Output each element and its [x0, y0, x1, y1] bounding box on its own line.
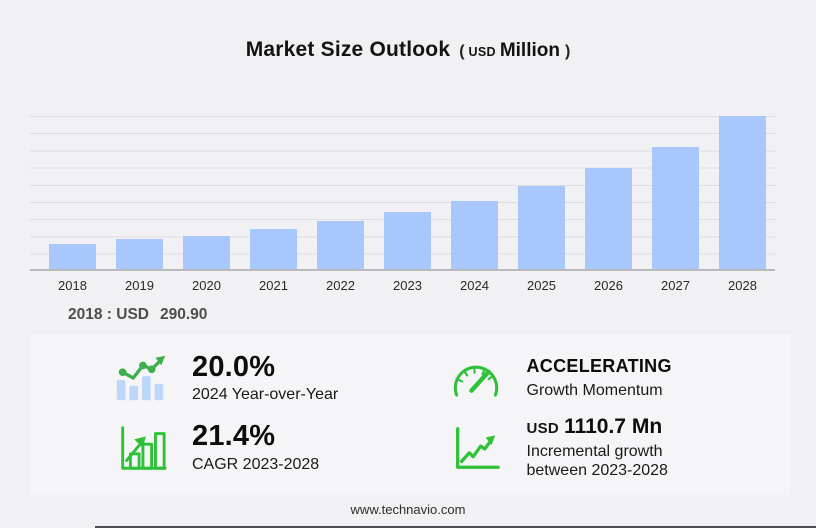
stat-text: ACCELERATING Growth Momentum — [527, 356, 672, 400]
subtitle-paren-open: ( — [459, 43, 465, 60]
bottom-border-line — [95, 526, 816, 528]
bar-2027 — [652, 146, 699, 269]
bar-2021 — [250, 229, 297, 269]
stat-text: 20.0% 2024 Year-over-Year — [192, 350, 339, 405]
x-axis-label-2025: 2025 — [527, 278, 556, 293]
x-axis-label-2027: 2027 — [661, 278, 690, 293]
speedometer-icon — [447, 355, 505, 401]
stat-label: Growth Momentum — [526, 381, 663, 399]
subtitle-currency: USD — [468, 45, 496, 59]
bar-2026 — [585, 168, 632, 269]
base-year-value: 290.90 — [159, 306, 208, 323]
x-axis-label-2028: 2028 — [728, 278, 757, 293]
subtitle-unit: Million — [499, 40, 560, 61]
bar-2025 — [518, 186, 565, 269]
stat-text: USD 1110.7 Mn Incremental growth between … — [527, 415, 712, 481]
stat-text: 21.4% CAGR 2023-2028 — [192, 421, 319, 474]
stat-value: USD 1110.7 Mn — [527, 415, 712, 439]
x-axis-labels: 2018 2019 2020 2021 2022 2023 2024 2025 2026 2027… — [30, 278, 775, 293]
x-axis-label-2024: 2024 — [460, 278, 489, 293]
incremental-growth-icon — [447, 421, 505, 475]
bar-2022 — [317, 220, 364, 269]
base-year-label: 2018 : USD — [68, 306, 149, 323]
stat-value: ACCELERATING — [526, 356, 672, 377]
stat-value: 20.0% — [192, 350, 276, 383]
bar-2019 — [116, 238, 163, 269]
x-axis-label-2019: 2019 — [125, 278, 154, 293]
stat-value-currency: USD — [526, 419, 560, 437]
stat-incremental-growth: USD 1110.7 Mn Incremental growth between … — [447, 415, 782, 481]
stat-label: Incremental growth between 2023-2028 — [526, 442, 668, 480]
title-text: Market Size Outlook — [245, 38, 451, 61]
bar-series — [30, 116, 775, 269]
chart-title: Market Size Outlook (USD Million) — [0, 0, 816, 62]
stats-panel: 20.0% 2024 Year-over-Year ACCELERATING G… — [30, 334, 791, 495]
x-axis-label-2018: 2018 — [58, 278, 87, 293]
stat-value: 21.4% — [192, 420, 276, 453]
stat-cagr: 21.4% CAGR 2023-2028 — [112, 421, 447, 475]
x-axis-label-2021: 2021 — [259, 278, 288, 293]
yoy-bars-trend-icon — [112, 353, 170, 403]
bar-2028 — [719, 116, 766, 269]
bar-2018 — [49, 244, 96, 269]
chart-plot-area — [30, 116, 775, 271]
technavio-url: www.technavio.com — [350, 502, 466, 517]
base-year-note: 2018 : USD 290.90 — [68, 306, 816, 324]
subtitle-paren-close: ) — [564, 43, 571, 60]
stat-label: 2024 Year-over-Year — [192, 386, 339, 404]
x-axis-label-2020: 2020 — [192, 278, 221, 293]
x-axis-label-2022: 2022 — [326, 278, 355, 293]
stat-label: CAGR 2023-2028 — [192, 455, 320, 473]
stat-growth-momentum: ACCELERATING Growth Momentum — [447, 355, 782, 401]
bar-2020 — [183, 235, 230, 269]
x-axis-label-2026: 2026 — [594, 278, 623, 293]
bar-2023 — [384, 212, 431, 269]
cagr-bars-icon — [112, 421, 170, 475]
stat-value-amount: 1110.7 Mn — [564, 414, 663, 438]
stat-yoy-growth: 20.0% 2024 Year-over-Year — [112, 350, 447, 405]
x-axis-label-2023: 2023 — [393, 278, 422, 293]
bar-2024 — [451, 200, 498, 269]
